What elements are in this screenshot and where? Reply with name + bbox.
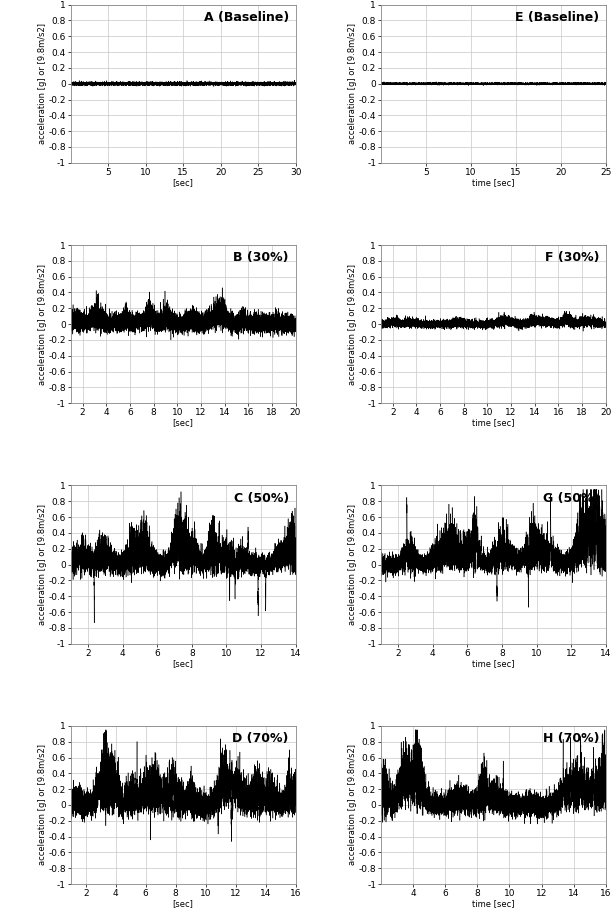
Y-axis label: acceleration [g] or [9.8m/s2]: acceleration [g] or [9.8m/s2]: [348, 504, 357, 625]
Y-axis label: acceleration [g] or [9.8m/s2]: acceleration [g] or [9.8m/s2]: [348, 23, 357, 144]
Y-axis label: acceleration [g] or [9.8m/s2]: acceleration [g] or [9.8m/s2]: [348, 744, 357, 866]
Text: E (Baseline): E (Baseline): [515, 11, 599, 24]
Y-axis label: acceleration [g] or [9.8m/s2]: acceleration [g] or [9.8m/s2]: [38, 504, 47, 625]
Text: H (70%): H (70%): [542, 732, 599, 745]
X-axis label: time [sec]: time [sec]: [472, 178, 515, 187]
X-axis label: [sec]: [sec]: [173, 659, 194, 668]
X-axis label: [sec]: [sec]: [173, 418, 194, 427]
Text: C (50%): C (50%): [234, 492, 289, 505]
Y-axis label: acceleration [g] or [9.8m/s2]: acceleration [g] or [9.8m/s2]: [38, 744, 47, 866]
X-axis label: [sec]: [sec]: [173, 900, 194, 908]
X-axis label: time [sec]: time [sec]: [472, 418, 515, 427]
Text: B (30%): B (30%): [233, 252, 289, 265]
Y-axis label: acceleration [g] or [9.8m/s2]: acceleration [g] or [9.8m/s2]: [38, 23, 47, 144]
Y-axis label: acceleration [g] or [9.8m/s2]: acceleration [g] or [9.8m/s2]: [38, 264, 47, 385]
Text: D (70%): D (70%): [232, 732, 289, 745]
Y-axis label: acceleration [g] or [9.8m/s2]: acceleration [g] or [9.8m/s2]: [348, 264, 357, 385]
Text: F (30%): F (30%): [544, 252, 599, 265]
X-axis label: [sec]: [sec]: [173, 178, 194, 187]
Text: G (50%): G (50%): [542, 492, 599, 505]
X-axis label: time [sec]: time [sec]: [472, 659, 515, 668]
X-axis label: time [sec]: time [sec]: [472, 900, 515, 908]
Text: A (Baseline): A (Baseline): [204, 11, 289, 24]
